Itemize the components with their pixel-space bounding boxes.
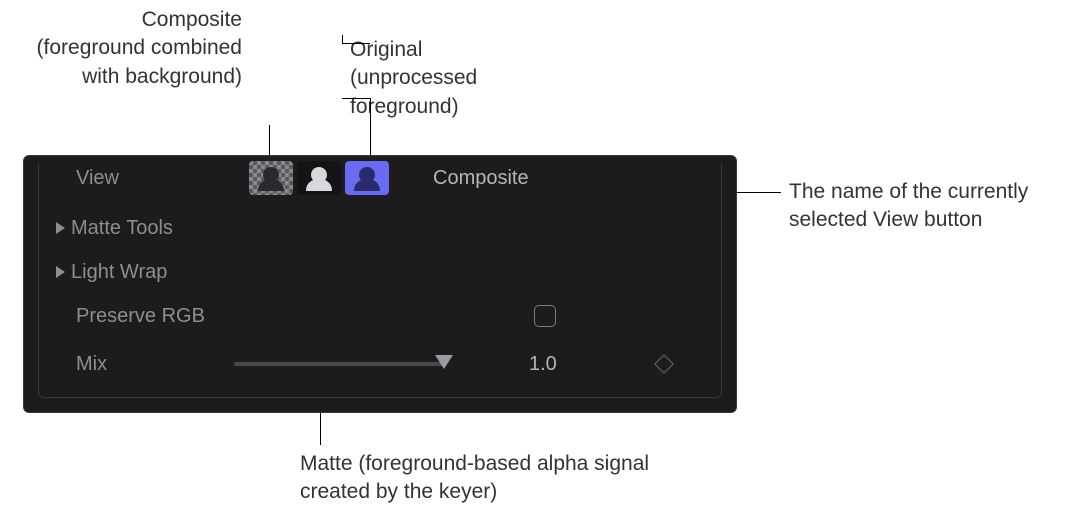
matte-tools-label: Matte Tools xyxy=(71,217,173,240)
mix-label: Mix xyxy=(76,353,107,376)
view-label: View xyxy=(76,167,119,190)
callout-original: Original (unprocessed foreground) xyxy=(350,36,550,121)
view-button-composite[interactable] xyxy=(249,161,293,195)
light-wrap-label: Light Wrap xyxy=(71,261,167,284)
leader-original-h xyxy=(342,43,370,44)
view-button-matte[interactable] xyxy=(297,161,341,195)
inspector-panel: View xyxy=(23,155,737,413)
view-button-original[interactable] xyxy=(345,161,389,195)
preserve-rgb-checkbox[interactable] xyxy=(534,305,556,327)
callout-composite: Composite (foreground combined with back… xyxy=(32,6,242,91)
preserve-rgb-label: Preserve RGB xyxy=(76,305,205,328)
disclosure-icon xyxy=(56,266,65,278)
disclosure-icon xyxy=(56,222,65,234)
mix-value[interactable]: 1.0 xyxy=(529,353,557,376)
leader-original-tick xyxy=(342,35,343,43)
mix-slider-thumb[interactable] xyxy=(435,355,453,369)
mix-slider[interactable] xyxy=(234,362,444,366)
callout-viewname: The name of the currently selected View … xyxy=(789,178,1069,235)
callout-matte: Matte (foreground-based alpha signal cre… xyxy=(300,450,720,507)
view-selected-label: Composite xyxy=(433,167,529,190)
leader-original-h2 xyxy=(342,98,371,99)
